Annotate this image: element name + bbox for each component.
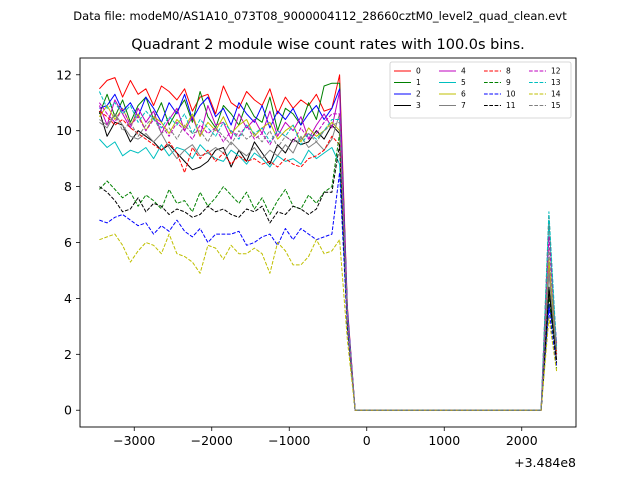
legend-label-6: 6 xyxy=(461,90,466,99)
y-tick-label: 8 xyxy=(64,179,72,194)
series-line-6 xyxy=(98,105,558,411)
x-axis: −3000 −2000 −1000 0 1000 2000 xyxy=(113,427,538,448)
y-tick-label: 2 xyxy=(64,347,72,362)
chart-title: Quadrant 2 module wise count rates with … xyxy=(131,37,525,53)
y-tick-label: 6 xyxy=(64,235,72,250)
legend-label-10: 10 xyxy=(506,90,516,99)
legend-label-5: 5 xyxy=(461,78,466,87)
series-line-8 xyxy=(99,110,558,411)
series-line-14 xyxy=(99,233,558,411)
y-tick-label: 0 xyxy=(64,403,72,418)
axes-frame xyxy=(79,57,577,428)
series-line-13 xyxy=(98,91,558,411)
series-line-11 xyxy=(99,144,558,411)
series-line-4 xyxy=(98,91,558,411)
figure-suptitle: Data file: modeM0/AS1A10_073T08_90000041… xyxy=(73,9,567,23)
legend-label-2: 2 xyxy=(416,90,421,99)
y-axis: 0 2 4 6 8 10 12 xyxy=(56,67,80,418)
x-tick-label: 0 xyxy=(363,433,371,448)
series-line-10 xyxy=(99,172,558,411)
legend-label-8: 8 xyxy=(506,67,511,76)
legend-label-15: 15 xyxy=(551,101,561,110)
series-line-15 xyxy=(99,113,558,411)
legend-label-4: 4 xyxy=(461,67,466,76)
y-tick-label: 12 xyxy=(56,67,72,82)
x-offset-label: +3.484e8 xyxy=(514,455,576,470)
x-tick-label: −3000 xyxy=(113,433,155,448)
legend-label-0: 0 xyxy=(416,67,421,76)
legend-label-3: 3 xyxy=(416,101,421,110)
series-line-9 xyxy=(99,133,558,411)
series-line-2 xyxy=(99,88,558,411)
legend-box xyxy=(389,61,572,119)
legend-label-1: 1 xyxy=(416,78,421,87)
legend-label-11: 11 xyxy=(506,101,516,110)
x-tick-label: −2000 xyxy=(191,433,233,448)
y-tick-label: 10 xyxy=(56,123,72,138)
x-tick-label: 1000 xyxy=(428,433,460,448)
legend-label-14: 14 xyxy=(551,90,561,99)
series-line-3 xyxy=(98,110,558,411)
series-line-12 xyxy=(98,102,558,411)
x-tick-label: 2000 xyxy=(506,433,538,448)
legend-label-13: 13 xyxy=(551,78,561,87)
series-line-7 xyxy=(99,113,558,411)
plot-area xyxy=(98,74,558,411)
legend-label-7: 7 xyxy=(461,101,466,110)
legend-label-12: 12 xyxy=(551,67,561,76)
legend-label-9: 9 xyxy=(506,78,511,87)
series-line-5 xyxy=(99,138,558,411)
y-tick-label: 4 xyxy=(64,291,72,306)
x-tick-label: −1000 xyxy=(268,433,310,448)
